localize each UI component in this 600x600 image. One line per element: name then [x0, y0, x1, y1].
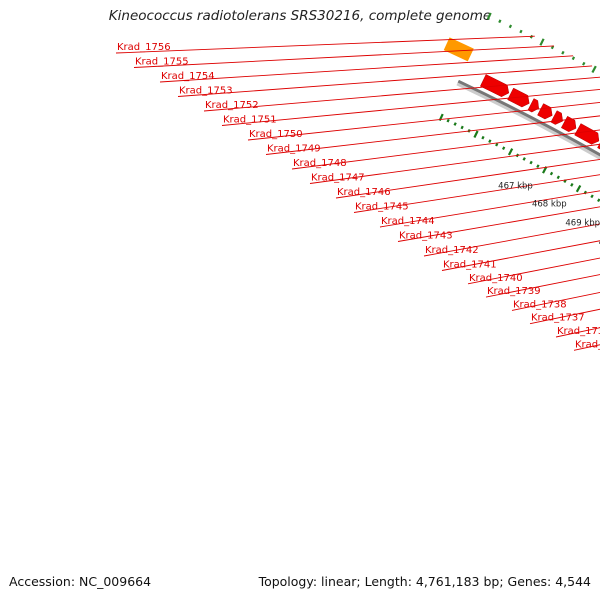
inner-tick-major [507, 148, 514, 156]
outer-tick-minor [571, 56, 576, 61]
inner-tick-minor [570, 182, 574, 187]
label-leader [485, 274, 600, 298]
outer-tick-minor [550, 45, 555, 50]
inner-tick-minor [453, 122, 457, 126]
inner-tick-minor [590, 194, 594, 199]
label-leader [423, 223, 600, 257]
inner-tick-minor [446, 118, 450, 123]
label-leader [353, 174, 600, 213]
gene-label[interactable]: Krad_1751 [223, 115, 277, 126]
inner-tick-minor [556, 175, 560, 180]
outer-tick-minor [498, 19, 502, 24]
gene-label[interactable]: Krad_1744 [381, 216, 435, 227]
genome-backbone [456, 79, 600, 161]
backbone-shadow [456, 80, 600, 161]
tick-label: 469 kbp [565, 219, 600, 229]
inner-tick-minor [536, 164, 540, 169]
outer-tick-major [591, 65, 597, 74]
gene-label[interactable]: Krad_1740 [469, 273, 523, 284]
inner-tick-major [473, 130, 479, 138]
tick-label: 468 kbp [532, 200, 567, 210]
gene-label[interactable]: Krad_1741 [443, 260, 497, 271]
inner-tick-minor [549, 171, 554, 176]
label-leader [397, 206, 600, 242]
label-leader [309, 143, 600, 184]
gene-arrow[interactable] [550, 110, 563, 125]
gene-label[interactable]: Krad_1736 [557, 326, 600, 337]
label-leader [291, 129, 600, 170]
outer-tick-minor [508, 24, 513, 29]
label-leader [115, 35, 535, 54]
gene-label[interactable]: Krad_1749 [267, 144, 321, 155]
genome-summary: Topology: linear; Length: 4,761,183 bp; … [258, 574, 591, 589]
label-leader [177, 65, 593, 97]
gene-label-leaders [115, 35, 600, 351]
label-leader [467, 257, 600, 285]
outer-tick-major [539, 38, 545, 46]
gene-label[interactable]: Krad_1750 [249, 129, 303, 140]
inner-tick-minor [488, 139, 492, 143]
label-leader [247, 102, 600, 141]
label-leader [265, 115, 600, 155]
inner-tick-minor [495, 142, 499, 147]
gene-label[interactable]: Krad_1745 [355, 202, 409, 213]
inner-tick-minor [529, 160, 533, 165]
inner-tick-minor [502, 146, 506, 150]
map-title: Kineococcus radiotolerans SRS30216, comp… [108, 8, 492, 24]
label-leader [511, 291, 600, 311]
other-feature[interactable] [443, 37, 474, 62]
gene-arrow[interactable] [560, 115, 577, 132]
outer-tick-minor [582, 61, 586, 66]
inner-tick-minor [522, 157, 526, 161]
outer-tick-minor [519, 29, 523, 34]
accession-text: Accession: NC_009664 [9, 574, 152, 589]
inner-tick-major [575, 184, 582, 193]
outer-tick-major [486, 12, 492, 20]
label-leader [221, 88, 600, 126]
gene-label[interactable]: Krad_1743 [399, 231, 453, 242]
inner-tick-minor [460, 125, 464, 130]
tick-label: 470 kbp [599, 238, 600, 248]
gene-label[interactable]: Krad_1753 [179, 86, 233, 97]
label-leader [529, 308, 600, 325]
gene-label[interactable]: Krad_1737 [531, 313, 585, 324]
gene-label[interactable]: Krad_1735 [575, 339, 600, 350]
inner-tick-minor [481, 135, 485, 140]
gene-label[interactable]: Krad_1747 [311, 173, 365, 184]
gene-label[interactable]: Krad_1739 [487, 286, 541, 297]
gene-label[interactable]: Krad_1756 [117, 42, 171, 53]
label-leader [379, 190, 600, 228]
label-leader [441, 240, 600, 271]
label-leader [335, 158, 600, 199]
gene-label[interactable]: Krad_1755 [135, 57, 189, 68]
label-leader [203, 76, 600, 112]
gene-label[interactable]: Krad_1738 [513, 299, 567, 310]
gene-label[interactable]: Krad_1748 [293, 158, 347, 169]
gene-label[interactable]: Krad_1746 [337, 187, 391, 198]
inner-tick-minor [597, 198, 600, 203]
label-leader [159, 55, 574, 83]
backbone-line [457, 79, 600, 157]
gene-arrow[interactable] [537, 103, 553, 120]
gene-label[interactable]: Krad_1752 [205, 100, 259, 111]
gene-arrow[interactable] [574, 123, 600, 145]
outer-tick-track [486, 12, 597, 74]
gene-labels: Krad_1756 Krad_1755 Krad_1754 Krad_1753 Krad… [117, 42, 600, 350]
gene-label[interactable]: Krad_1754 [161, 71, 215, 82]
outer-tick-minor [561, 50, 565, 55]
label-leader [133, 45, 555, 68]
tick-label: 467 kbp [498, 181, 533, 191]
gene-label[interactable]: Krad_1742 [425, 245, 479, 256]
